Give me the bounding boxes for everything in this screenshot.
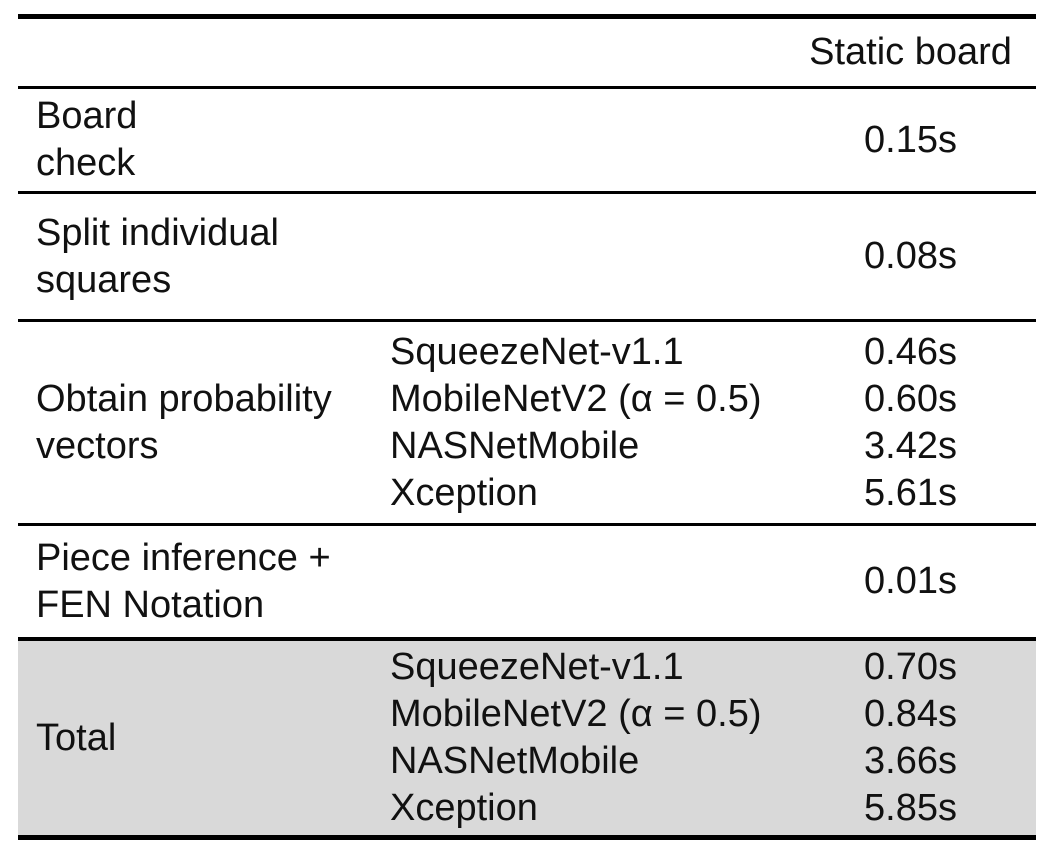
table-row-total: Total SqueezeNet-v1.1 MobileNetV2 (α = 0… [18, 639, 1036, 840]
stage-label-line: Board [36, 95, 138, 137]
model-name: NASNetMobile [390, 424, 640, 467]
timing-value: 0.08s [864, 235, 957, 277]
stage-cell: Total [18, 639, 390, 840]
timing-value-cell: 0.46s 0.60s 3.42s 5.61s [785, 320, 1036, 526]
timing-value: 3.42s [864, 424, 957, 467]
timing-value: 5.85s [864, 787, 957, 829]
paper-page: Static board Board check 0.15s Split ind… [0, 14, 1051, 842]
model-list-cell: SqueezeNet-v1.1 MobileNetV2 (α = 0.5) NA… [390, 320, 785, 526]
model-name: NASNetMobile [390, 740, 640, 782]
timing-value-cell: 0.01s [785, 524, 1036, 641]
table-row-probability-vectors: Obtain probability vectors SqueezeNet-v1… [18, 320, 1036, 526]
timing-value: 3.66s [864, 740, 957, 782]
model-name: SqueezeNet-v1.1 [390, 330, 684, 373]
model-cell-empty [390, 87, 785, 194]
timing-value: 0.70s [864, 646, 957, 688]
timing-value-cell: 0.08s [785, 192, 1036, 322]
model-name: MobileNetV2 (α = 0.5) [390, 693, 762, 735]
header-stage-cell [18, 14, 390, 89]
model-list-cell: SqueezeNet-v1.1 MobileNetV2 (α = 0.5) NA… [390, 639, 785, 840]
header-model-cell [390, 14, 785, 89]
stage-cell: Obtain probability vectors [18, 320, 390, 526]
table-header-row: Static board [18, 14, 1036, 89]
stage-label-line: Obtain probability [36, 377, 332, 420]
model-name: Xception [390, 471, 538, 514]
timing-value: 0.01s [864, 560, 957, 602]
timing-value: 0.46s [864, 330, 957, 373]
table-row-piece-inference: Piece inference + FEN Notation 0.01s [18, 524, 1036, 641]
timing-value: 0.84s [864, 693, 957, 735]
model-cell-empty [390, 192, 785, 322]
stage-cell: Split individual squares [18, 192, 390, 322]
model-cell-empty [390, 524, 785, 641]
model-name: MobileNetV2 (α = 0.5) [390, 377, 762, 420]
table-row-board-check: Board check 0.15s [18, 87, 1036, 194]
table-row-split-squares: Split individual squares 0.08s [18, 192, 1036, 322]
model-name: Xception [390, 787, 538, 829]
stage-cell: Board check [18, 87, 390, 194]
model-name: SqueezeNet-v1.1 [390, 646, 684, 688]
stage-label-line: vectors [36, 424, 159, 467]
stage-label-line: check [36, 142, 136, 184]
timing-value-cell: 0.70s 0.84s 3.66s 5.85s [785, 639, 1036, 840]
timing-table: Static board Board check 0.15s Split ind… [18, 14, 1036, 840]
stage-label-line: FEN Notation [36, 583, 265, 626]
timing-value: 5.61s [864, 471, 957, 514]
column-header-static-board: Static board [785, 14, 1036, 89]
timing-value: 0.60s [864, 377, 957, 420]
stage-cell: Piece inference + FEN Notation [18, 524, 390, 641]
stage-label-line: Total [36, 716, 117, 759]
stage-label-line: Piece inference + [36, 536, 331, 579]
stage-label-line: squares [36, 258, 172, 301]
timing-value-cell: 0.15s [785, 87, 1036, 194]
timing-value: 0.15s [864, 118, 957, 161]
stage-label-line: Split individual [36, 211, 279, 254]
